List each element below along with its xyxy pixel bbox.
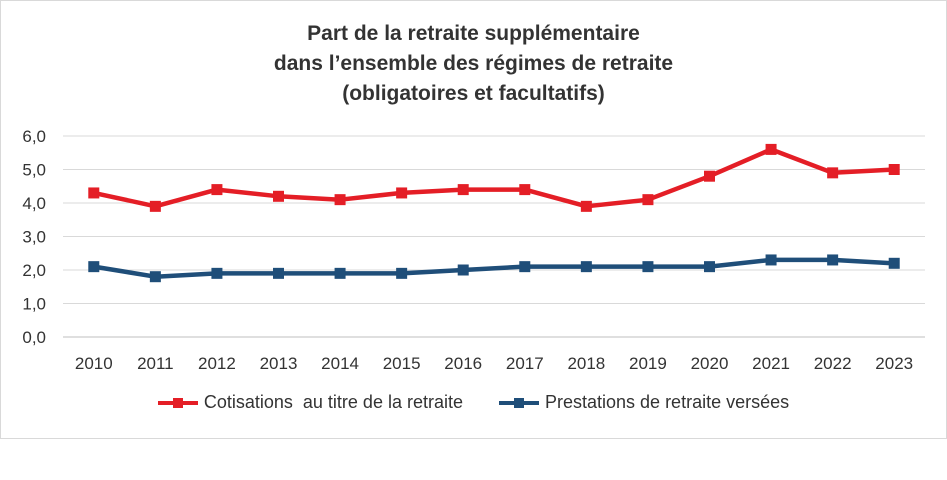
data-point-marker <box>519 261 531 273</box>
series-line-1 <box>91 257 897 279</box>
chart-title-line-3: (obligatoires et facultatifs) <box>342 82 605 105</box>
y-tick-label: 6,0 <box>22 127 46 146</box>
x-tick-label: 2023 <box>875 354 913 373</box>
x-tick-label: 2011 <box>137 354 174 373</box>
x-tick-label: 2014 <box>321 354 359 373</box>
chart-plot-area: 0,0 1,0 2,0 3,0 4,0 5,0 6,0 2010 2011 2012 2013 201… <box>22 127 925 373</box>
data-point-marker <box>396 187 408 199</box>
data-point-marker <box>580 200 592 212</box>
data-point-marker <box>704 261 715 273</box>
x-tick-label: 2021 <box>752 354 790 373</box>
x-tick-label: 2015 <box>383 354 421 373</box>
x-tick-label: 2018 <box>567 354 605 373</box>
chart-title-line-2: dans l’ensemble des régimes de retraite <box>273 52 674 75</box>
data-point-marker <box>519 184 531 196</box>
data-point-marker <box>149 200 161 212</box>
x-tick-label: 2017 <box>506 354 544 373</box>
data-point-marker <box>888 164 900 175</box>
data-point-marker <box>211 184 223 196</box>
data-point-marker <box>334 194 346 206</box>
x-tick-label: 2020 <box>691 354 729 373</box>
series-line-0 <box>91 147 897 209</box>
chart-title-line-1: Part de la retraite supplémentaire <box>307 22 640 45</box>
data-point-marker <box>765 254 777 266</box>
data-point-marker <box>704 170 715 182</box>
y-tick-label: 3,0 <box>22 228 46 247</box>
data-point-marker <box>888 257 900 269</box>
legend-swatch-prestations <box>499 396 539 410</box>
data-point-marker <box>273 267 284 279</box>
data-point-marker <box>211 267 223 279</box>
chart-container: Part de la retraite supplémentaire dans … <box>0 0 947 439</box>
data-point-marker <box>334 267 346 279</box>
chart-title: Part de la retraite supplémentaire dans … <box>1 19 946 109</box>
x-tick-label: 2010 <box>75 354 113 373</box>
data-point-marker <box>827 254 839 266</box>
data-point-marker <box>827 167 839 179</box>
data-point-marker <box>580 261 592 273</box>
data-point-marker <box>765 143 777 155</box>
chart-legend: Cotisations au titre de la retraite Pres… <box>1 392 946 413</box>
data-point-marker <box>88 187 100 199</box>
data-point-marker <box>88 261 100 273</box>
y-tick-label: 1,0 <box>22 295 46 314</box>
data-point-marker <box>273 190 284 202</box>
data-point-marker <box>457 184 469 196</box>
y-tick-label: 4,0 <box>22 194 46 213</box>
y-tick-label: 5,0 <box>22 161 46 180</box>
data-point-marker <box>149 271 161 283</box>
x-tick-label: 2022 <box>814 354 852 373</box>
data-point-marker <box>642 194 654 206</box>
x-tick-label: 2013 <box>260 354 298 373</box>
legend-label-cotisations: Cotisations au titre de la retraite <box>203 392 463 412</box>
legend-swatch-cotisations <box>157 396 198 410</box>
x-tick-label: 2012 <box>198 354 236 373</box>
y-tick-label: 2,0 <box>22 261 46 280</box>
x-tick-label: 2016 <box>444 354 482 373</box>
legend-label-prestations: Prestations de retraite versées <box>545 392 790 412</box>
legend-item-cotisations: Cotisations au titre de la retraite <box>157 392 463 413</box>
data-point-marker <box>642 261 654 273</box>
legend-item-prestations: Prestations de retraite versées <box>499 392 789 413</box>
data-point-marker <box>457 264 469 276</box>
x-tick-label: 2019 <box>629 354 667 373</box>
y-tick-label: 0,0 <box>22 328 46 347</box>
data-point-marker <box>396 267 408 279</box>
